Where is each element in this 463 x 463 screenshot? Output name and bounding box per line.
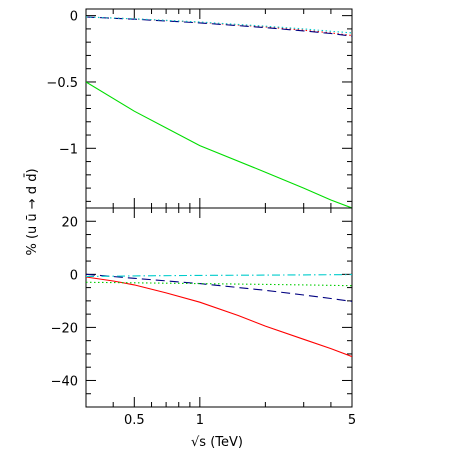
top-y-tick-label: 0 (70, 10, 78, 25)
bottom-y-tick-label: 20 (61, 215, 78, 230)
x-tick-label: 0.5 (124, 413, 145, 428)
bottom-y-tick-label: −40 (51, 374, 78, 389)
bottom-y-tick-label: −20 (51, 321, 78, 336)
bottom-plot-frame (85, 207, 353, 408)
bottom-y-tick-label: 0 (70, 268, 78, 283)
bottom-series-3-line (86, 274, 352, 278)
top-panel: 0 −0.5 −1 (46, 8, 353, 209)
top-series-2-line (86, 16, 352, 37)
bottom-panel: 20 0 −20 −40 0.5 1 5 (51, 207, 356, 428)
bottom-series-0-line (86, 276, 352, 358)
top-y-tick-label: −0.5 (46, 76, 78, 91)
y-axis-label: % (u ū → d d̄) (25, 168, 40, 255)
bottom-series-2-line (86, 281, 352, 287)
x-tick-label: 1 (196, 413, 204, 428)
top-series-3-line (86, 16, 352, 34)
top-series-0-line (86, 81, 352, 208)
top-series-1-line (86, 16, 352, 37)
x-tick-label: 5 (348, 413, 356, 428)
x-axis-label: √s (TeV) (191, 435, 243, 450)
top-y-tick-label: −1 (59, 142, 78, 157)
top-plot-frame (85, 8, 353, 209)
bottom-series-1-line (86, 273, 352, 302)
